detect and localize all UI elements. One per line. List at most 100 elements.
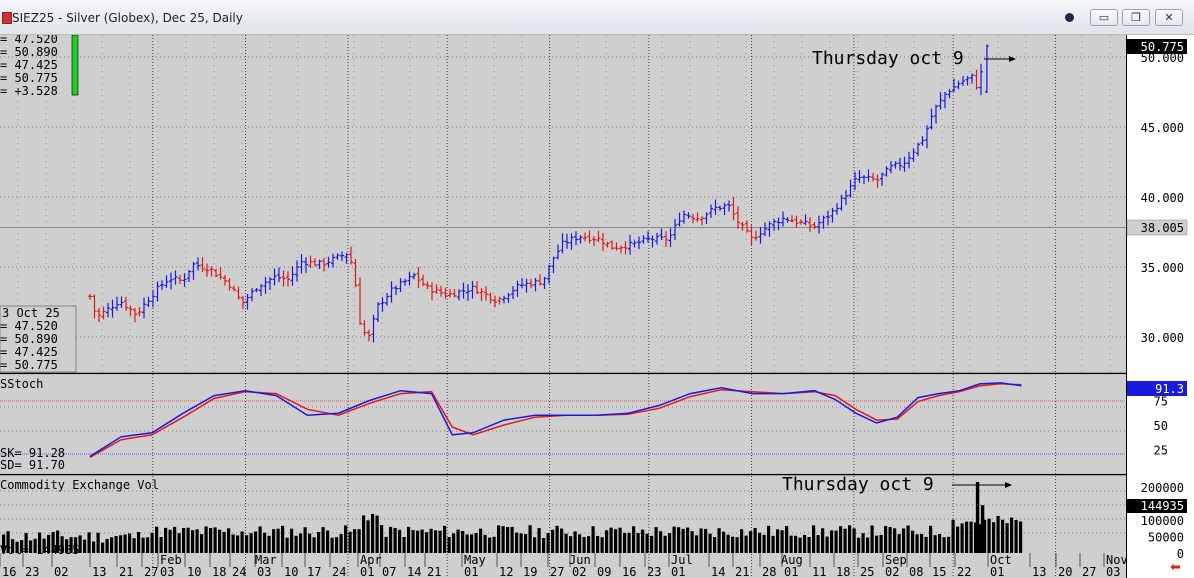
- volume-bar: [915, 534, 919, 553]
- date-day-label: 20: [1058, 565, 1072, 578]
- ohlc-bar: [668, 228, 673, 248]
- stoch-label: SStoch: [0, 377, 43, 391]
- volume-last-label: 144935: [1141, 499, 1184, 513]
- scroll-right-arrow-icon[interactable]: ⬅: [1170, 560, 1181, 575]
- volume-bar: [852, 528, 856, 553]
- volume-bar: [911, 530, 915, 553]
- ohlc-bar: [916, 142, 920, 157]
- cursor-values: = 47.520= 50.890= 47.425= 50.775: [0, 319, 58, 372]
- volume-bar: [393, 527, 397, 553]
- volume-bar: [573, 531, 577, 553]
- ohlc-bar: [110, 299, 115, 318]
- header-readout: = 47.425: [0, 58, 58, 72]
- volume-bar: [272, 529, 276, 553]
- date-day-label: 07: [382, 565, 396, 578]
- ohlc-bar: [236, 286, 241, 300]
- volume-bar: [434, 530, 438, 553]
- minimize-button[interactable]: ▭: [1090, 9, 1118, 26]
- volume-bar: [308, 533, 312, 553]
- ohlc-bar: [308, 255, 313, 269]
- ohlc-bar: [106, 302, 110, 318]
- volume-bar: [420, 529, 424, 553]
- volume-bar: [447, 537, 451, 553]
- volume-bar: [623, 532, 627, 553]
- volume-bar: [191, 530, 195, 553]
- volume-bar: [231, 534, 235, 553]
- volume-bar: [128, 533, 132, 553]
- ohlc-bar: [538, 274, 542, 286]
- ohlc-bar: [952, 78, 956, 92]
- price-chart[interactable]: = 47.520= 50.890= 47.425= 50.775= +3.528…: [0, 35, 1194, 578]
- ohlc-bar: [155, 281, 160, 302]
- ohlc-bar: [448, 288, 452, 298]
- volume-bar: [240, 531, 244, 553]
- close-button[interactable]: ✕: [1155, 9, 1183, 26]
- ohlc-bar: [704, 212, 709, 224]
- date-day-label: 17: [307, 565, 321, 578]
- volume-bar: [546, 533, 550, 553]
- ohlc-bar: [200, 257, 205, 273]
- volume-bar: [780, 530, 784, 553]
- ohlc-bar: [313, 258, 317, 267]
- volume-bar: [312, 537, 316, 553]
- date-day-label: 13: [92, 565, 106, 578]
- volume-bar: [150, 532, 154, 553]
- date-axis-panel: [0, 555, 1126, 578]
- ohlc-bar: [754, 230, 758, 241]
- volume-bar: [537, 528, 541, 553]
- date-axis: 16 23 02 13 21 27 03 10 18 24 03 10 17 24 01 07 14 21 01 12…: [0, 553, 1128, 578]
- volume-tick-label: 200000: [1141, 481, 1184, 495]
- volume-bar: [821, 528, 825, 553]
- price-panel[interactable]: [0, 35, 1126, 373]
- annotation-price-arrowhead: [1009, 56, 1016, 62]
- maximize-button[interactable]: ❐: [1122, 9, 1150, 26]
- ohlc-bar: [497, 296, 502, 305]
- ohlc-bar: [421, 274, 425, 287]
- ohlc-bar: [970, 73, 974, 84]
- ohlc-bar: [686, 212, 691, 219]
- volume-bar: [924, 536, 928, 553]
- ohlc-bar: [340, 251, 344, 261]
- volume-bar: [56, 530, 60, 553]
- volume-bar: [978, 524, 982, 553]
- volume-bar: [897, 534, 901, 553]
- ohlc-bar: [286, 271, 290, 287]
- date-day-label: 27: [550, 565, 564, 578]
- volume-bar: [488, 537, 492, 553]
- volume-bar: [825, 536, 829, 553]
- volume-bar: [1014, 520, 1018, 553]
- ohlc-bar: [403, 278, 407, 286]
- date-day-label: 16: [622, 565, 636, 578]
- volume-bar: [555, 525, 559, 553]
- volume-bar: [524, 534, 528, 553]
- ohlc-bar: [367, 329, 371, 342]
- volume-bar: [182, 528, 186, 553]
- volume-bar: [204, 526, 208, 553]
- volume-bar: [299, 533, 303, 553]
- volume-bar: [587, 536, 591, 553]
- ohlc-bar: [524, 278, 529, 293]
- ohlc-bar: [416, 266, 421, 289]
- volume-bar: [1001, 519, 1005, 553]
- volume-bar: [60, 536, 64, 553]
- volume-bar: [33, 538, 37, 553]
- ohlc-bar: [173, 270, 178, 285]
- ohlc-bar: [718, 205, 722, 211]
- volume-bar: [983, 519, 987, 553]
- volume-bar: [803, 534, 807, 553]
- last-price-label: 50.775: [1141, 40, 1184, 54]
- volume-bar: [731, 536, 735, 553]
- volume-bar: [812, 525, 816, 553]
- volume-bar: [996, 515, 1000, 553]
- ohlc-bar: [326, 256, 331, 268]
- cursor-value: = 50.775: [0, 358, 58, 372]
- volume-bar: [164, 527, 168, 553]
- stoch-panel[interactable]: [0, 375, 1126, 473]
- ohlc-bar: [560, 233, 565, 254]
- ohlc-bar: [961, 75, 965, 86]
- date-day-label: 27: [144, 565, 158, 578]
- link-group-button[interactable]: [1055, 9, 1083, 26]
- stoch-sk: SK= 91.28: [0, 446, 65, 460]
- volume-bar: [74, 537, 78, 553]
- volume-bar: [92, 541, 96, 553]
